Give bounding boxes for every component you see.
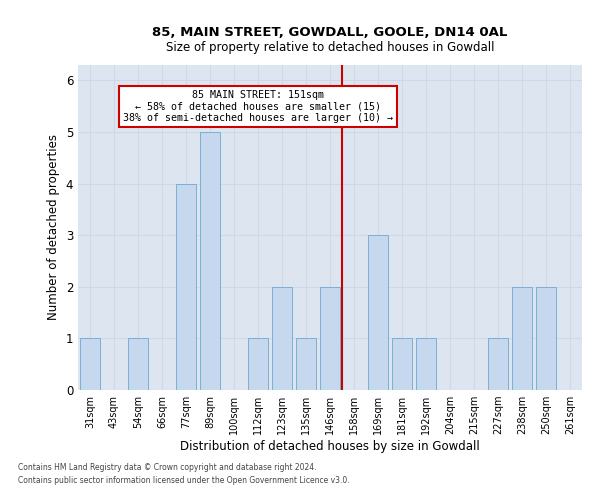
Bar <box>296 338 316 390</box>
Bar <box>536 287 556 390</box>
Text: Contains HM Land Registry data © Crown copyright and database right 2024.: Contains HM Land Registry data © Crown c… <box>18 464 317 472</box>
Bar <box>392 338 412 390</box>
Text: 85 MAIN STREET: 151sqm
← 58% of detached houses are smaller (15)
38% of semi-det: 85 MAIN STREET: 151sqm ← 58% of detached… <box>123 90 393 123</box>
Y-axis label: Number of detached properties: Number of detached properties <box>47 134 60 320</box>
Bar <box>176 184 196 390</box>
Bar <box>320 287 340 390</box>
Bar <box>368 235 388 390</box>
Bar <box>248 338 268 390</box>
Bar <box>200 132 220 390</box>
Bar <box>416 338 436 390</box>
Text: Size of property relative to detached houses in Gowdall: Size of property relative to detached ho… <box>166 41 494 54</box>
Text: Contains public sector information licensed under the Open Government Licence v3: Contains public sector information licen… <box>18 476 350 485</box>
Bar <box>80 338 100 390</box>
Text: 85, MAIN STREET, GOWDALL, GOOLE, DN14 0AL: 85, MAIN STREET, GOWDALL, GOOLE, DN14 0A… <box>152 26 508 39</box>
X-axis label: Distribution of detached houses by size in Gowdall: Distribution of detached houses by size … <box>180 440 480 453</box>
Bar <box>128 338 148 390</box>
Bar <box>272 287 292 390</box>
Bar <box>512 287 532 390</box>
Bar <box>488 338 508 390</box>
